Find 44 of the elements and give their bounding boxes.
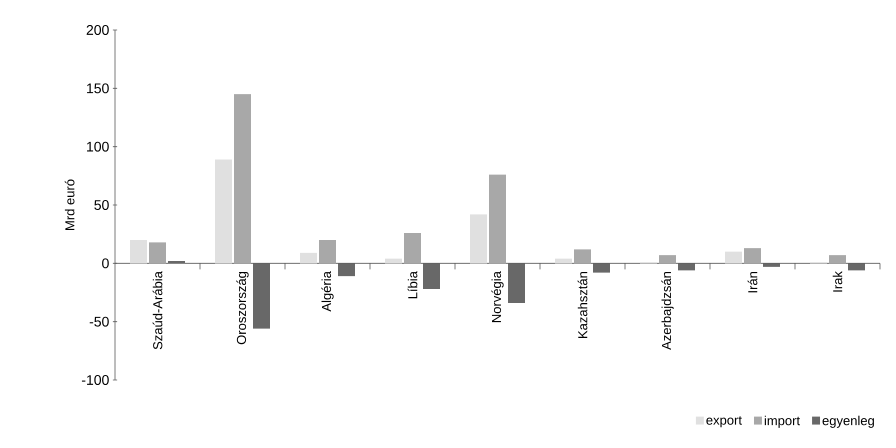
x-tick-label: Kazahsztán <box>578 272 588 338</box>
bar <box>319 240 336 264</box>
y-tick-label: 50 <box>94 200 109 210</box>
x-tick-label: Irán <box>748 272 758 292</box>
bar <box>744 248 761 264</box>
bar <box>555 258 572 264</box>
bar <box>130 240 148 264</box>
bar <box>574 249 591 264</box>
legend-label: export <box>706 416 742 428</box>
y-tick-label: 100 <box>87 142 109 152</box>
x-tick-label: Algéria <box>321 271 334 312</box>
x-tick-label: Szaúd-Arábia <box>152 271 162 350</box>
bar <box>423 263 440 289</box>
bar <box>508 263 525 303</box>
legend-label: egyenleg <box>822 416 874 428</box>
y-axis-title: Mrd euró <box>64 180 74 230</box>
legend-label: import <box>764 416 800 428</box>
bar <box>593 263 610 273</box>
bar <box>300 252 318 264</box>
y-tick-label: -50 <box>90 316 109 327</box>
x-tick-label: Norvégia <box>491 271 504 322</box>
bar <box>678 263 695 270</box>
y-tick-label: 150 <box>87 83 109 94</box>
bar <box>338 263 356 276</box>
x-tick-label: Oroszország <box>236 272 249 344</box>
bar <box>659 255 676 264</box>
bar <box>848 263 865 270</box>
x-tick-label: Azerbajdzsán <box>661 272 674 350</box>
bar <box>489 174 506 264</box>
y-tick-label: 200 <box>86 25 109 35</box>
bar <box>215 160 232 264</box>
bar <box>470 214 488 264</box>
bar <box>385 258 402 264</box>
y-tick-label: 0 <box>102 258 109 268</box>
y-tick-label: -100 <box>82 375 109 385</box>
bar <box>725 252 742 264</box>
x-tick-label: Líbia <box>408 271 418 298</box>
bar <box>234 94 252 264</box>
bar <box>763 263 780 267</box>
bar <box>829 255 846 264</box>
x-tick-label: Irak <box>832 271 842 292</box>
bar <box>149 242 166 264</box>
bar <box>404 233 422 264</box>
bar <box>253 263 270 329</box>
